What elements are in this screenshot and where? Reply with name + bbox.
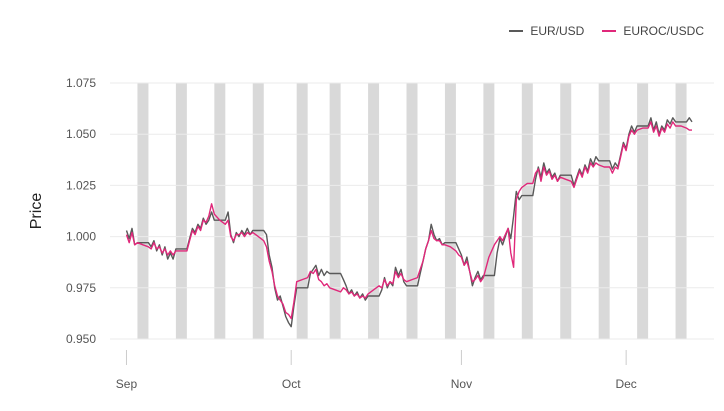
legend-item-eurusd[interactable]: EUR/USD: [509, 24, 584, 38]
y-tick-label-0: 1.075: [66, 76, 96, 90]
x-tick-label-1: Oct: [282, 377, 301, 391]
weekend-band-1: [175, 83, 187, 339]
x-tick-label-0: Sep: [116, 377, 138, 391]
series-line-eurusd: [125, 117, 693, 328]
y-tick-label-2: 1.025: [66, 178, 96, 192]
x-tick-label-2: Nov: [451, 377, 472, 391]
y-tick-label-5: 0.950: [66, 332, 96, 346]
weekend-band-13: [637, 83, 649, 339]
legend-item-euroc[interactable]: EUROC/USDC: [602, 24, 704, 38]
y-tick-label-3: 1.000: [66, 230, 96, 244]
legend-swatch-eurusd: [509, 30, 524, 32]
y-tick-label-1: 1.050: [66, 127, 96, 141]
weekend-band-0: [137, 83, 149, 339]
y-tick-label-4: 0.975: [66, 281, 96, 295]
legend-label-eurusd: EUR/USD: [530, 24, 585, 38]
weekend-band-4: [296, 83, 308, 339]
weekend-band-3: [252, 83, 264, 339]
weekend-band-6: [368, 83, 380, 339]
x-tick-label-3: Dec: [615, 377, 636, 391]
legend-swatch-euroc: [602, 30, 617, 32]
weekend-band-5: [329, 83, 341, 339]
weekend-band-2: [214, 83, 226, 339]
weekend-band-14: [675, 83, 687, 339]
weekend-band-11: [560, 83, 572, 339]
series-line-euroc-usdc: [125, 121, 692, 320]
y-axis-title: Price: [28, 193, 45, 230]
weekend-band-12: [598, 83, 610, 339]
weekend-band-7: [406, 83, 418, 339]
weekend-band-8: [444, 83, 456, 339]
legend: EUR/USD EUROC/USDC: [509, 24, 704, 38]
weekend-band-9: [483, 83, 495, 339]
legend-label-euroc: EUROC/USDC: [623, 24, 704, 38]
weekend-band-10: [521, 83, 533, 339]
